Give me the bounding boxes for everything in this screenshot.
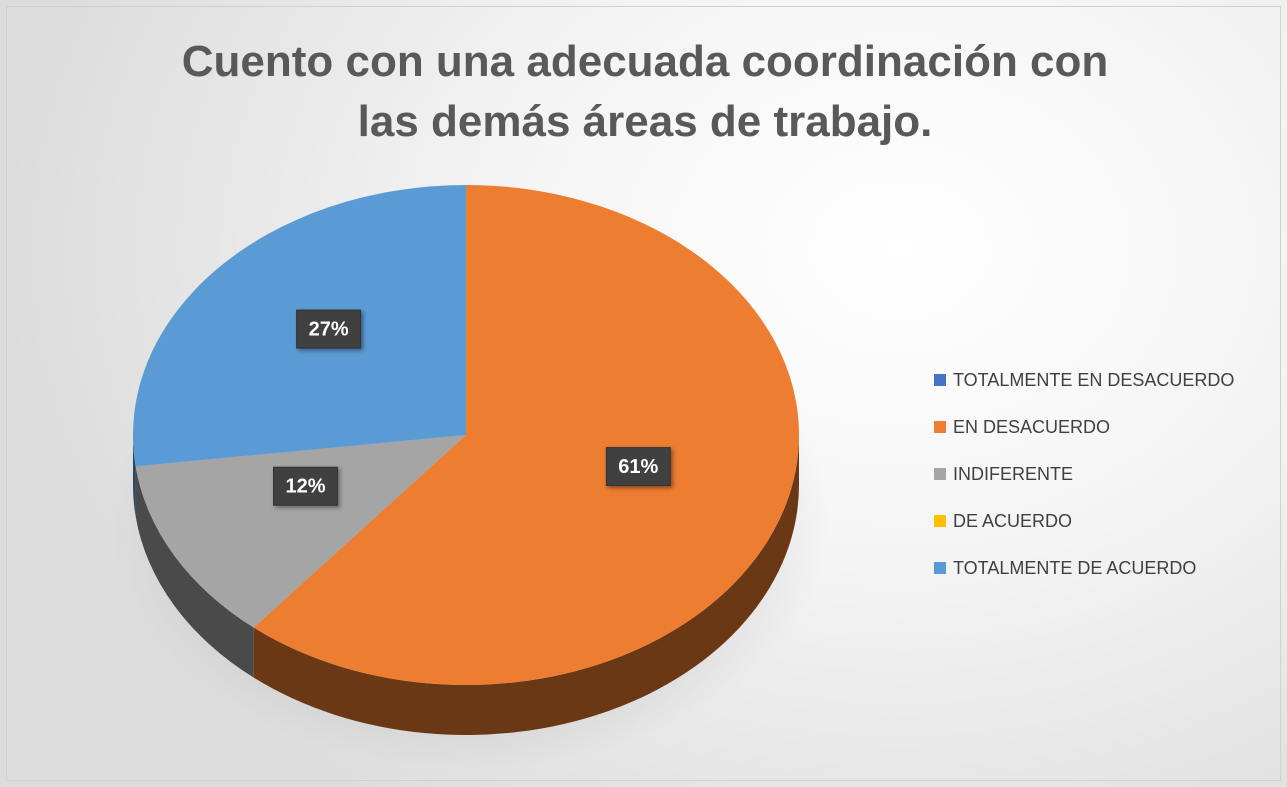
legend-label: TOTALMENTE DE ACUERDO <box>953 558 1196 578</box>
slice-side <box>133 435 136 517</box>
legend-swatch <box>934 515 946 527</box>
legend-label: DE ACUERDO <box>953 511 1072 531</box>
chart-title: Cuento con una adecuada coordinación con… <box>181 37 1109 146</box>
data-label-box <box>605 447 671 487</box>
legend-swatch <box>934 562 946 574</box>
data-label: 12% <box>285 476 325 498</box>
legend-label: TOTALMENTE EN DESACUERDO <box>953 370 1234 390</box>
data-label-box <box>273 466 339 506</box>
data-label: 27% <box>309 318 349 340</box>
slice-side <box>253 435 800 736</box>
data-label: 61% <box>618 456 658 478</box>
data-label-box <box>296 309 362 349</box>
legend-label: EN DESACUERDO <box>953 417 1110 437</box>
legend-swatch <box>934 374 946 386</box>
legend-label: INDIFERENTE <box>953 464 1073 484</box>
legend-swatch <box>934 468 946 480</box>
slice <box>253 185 799 685</box>
chart-border <box>6 6 1281 781</box>
legend-swatch <box>934 421 946 433</box>
slice <box>135 435 467 628</box>
slice-side <box>135 466 254 678</box>
